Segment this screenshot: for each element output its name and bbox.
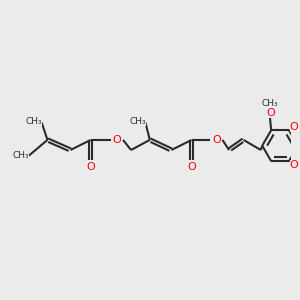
Text: CH₃: CH₃ <box>12 151 29 160</box>
Text: O: O <box>187 162 196 172</box>
Text: O: O <box>266 108 275 118</box>
Text: O: O <box>290 160 298 170</box>
Text: CH₃: CH₃ <box>129 117 146 126</box>
Text: O: O <box>113 135 122 145</box>
Text: CH₃: CH₃ <box>25 117 42 126</box>
Text: O: O <box>86 162 95 172</box>
Text: CH₃: CH₃ <box>262 99 279 108</box>
Text: O: O <box>290 122 298 132</box>
Text: O: O <box>212 135 221 145</box>
